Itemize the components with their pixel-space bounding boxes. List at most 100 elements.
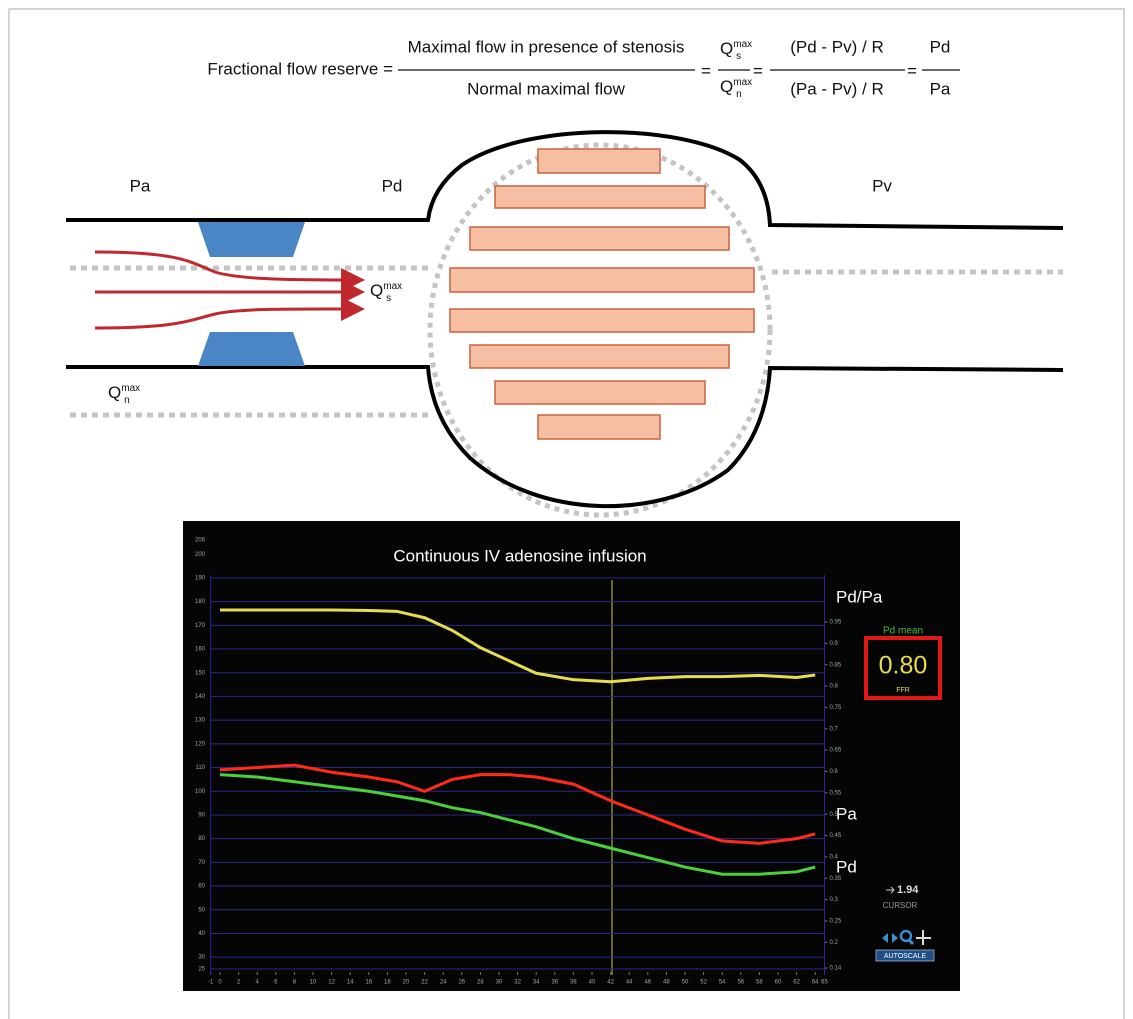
x-tick-label: 6 — [274, 980, 278, 986]
sup: max — [383, 281, 402, 292]
y2-tick-label: 0.4 — [830, 855, 839, 861]
y-tick-label: 70 — [198, 860, 205, 866]
pd-label: Pd — [382, 176, 403, 195]
y2-tick-label: 0.25 — [830, 919, 842, 925]
x-tick-label: 32 — [514, 980, 521, 986]
myocardium-bar — [537, 148, 661, 174]
y-tick-label: 90 — [198, 813, 205, 819]
y2-tick-label: 0.35 — [830, 876, 842, 882]
x-tick-label: -1 — [208, 980, 214, 986]
sub: n — [736, 89, 742, 100]
vessel-wall — [66, 130, 1064, 230]
y2-tick-label: 0.9 — [830, 641, 839, 647]
fraction-denominator: Pa — [930, 79, 951, 98]
y2-tick-label: 0.5 — [830, 812, 839, 818]
fraction-denominator: Normal maximal flow — [467, 79, 625, 98]
y-tick-label: 180 — [195, 599, 206, 605]
x-tick-label: 54 — [719, 980, 726, 986]
x-tick-label: 12 — [328, 980, 335, 986]
x-tick-label: 2 — [237, 980, 241, 986]
x-tick-label: 30 — [496, 980, 503, 986]
equals: = — [701, 61, 711, 80]
monitor-title: Continuous IV adenosine infusion — [393, 546, 646, 565]
autoscale-button[interactable] — [875, 949, 935, 962]
x-tick-label: 28 — [477, 980, 484, 986]
y-tick-label: 206 — [195, 538, 206, 544]
vessel-diagram: Pa Pd Pv Qmax s Qmax n — [66, 130, 1064, 518]
x-tick-label: 26 — [458, 980, 465, 986]
x-tick-label: 62 — [793, 980, 800, 986]
fraction-numerator: Pd — [930, 37, 951, 56]
pan-icon[interactable] — [882, 933, 898, 943]
myocardium-bar — [469, 344, 730, 369]
x-tick-label: 60 — [775, 980, 782, 986]
trace — [219, 763, 816, 845]
formula: Fractional flow reserve = Maximal flow i… — [207, 37, 960, 100]
x-tick-label: 22 — [421, 980, 428, 986]
sub: s — [386, 293, 391, 304]
sup: max — [733, 39, 752, 50]
trace-label: Pa — [836, 804, 857, 823]
q: Q — [720, 77, 733, 96]
y2-tick-label: 0.3 — [830, 897, 839, 903]
y-tick-label: 110 — [195, 765, 205, 771]
qn-max-label: Qmax n — [108, 383, 140, 406]
trace — [219, 773, 816, 876]
x-tick-label: 65 — [821, 980, 828, 986]
trace — [220, 608, 816, 684]
y-tick-label: 200 — [195, 552, 206, 558]
y2-tick-label: 0.45 — [830, 833, 842, 839]
cursor-value: 1.94 — [897, 884, 919, 896]
x-tick-label: 16 — [365, 980, 372, 986]
y2-tick-label: 0.65 — [830, 748, 842, 754]
y-tick-label: 190 — [195, 576, 206, 582]
x-tick-label: 0 — [218, 980, 222, 986]
pd-mean-label: Pd mean — [883, 626, 923, 637]
cursor-label: CURSOR — [883, 901, 918, 910]
myocardium-bar — [449, 308, 755, 333]
ffr-value: 0.80 — [879, 652, 928, 680]
q: Q — [720, 39, 733, 58]
ffr-label: FFR — [896, 687, 910, 694]
y-tick-label: 120 — [195, 741, 206, 747]
fraction-numerator: (Pd - Pv) / R — [790, 37, 884, 56]
flow-arrow — [94, 250, 365, 292]
stenosis — [198, 222, 305, 257]
y-tick-label: 60 — [198, 884, 205, 890]
myocardium-bar — [494, 185, 706, 209]
pv-label: Pv — [872, 176, 892, 195]
crosshair-icon[interactable] — [916, 930, 931, 945]
x-tick-label: 36 — [551, 980, 558, 986]
q-s-max: Qmax s — [720, 39, 752, 62]
x-tick-label: 24 — [440, 980, 447, 986]
x-tick-label: 20 — [403, 980, 410, 986]
sup: max — [733, 77, 752, 88]
equals: = — [753, 61, 763, 80]
zoom-icon-handle — [907, 938, 915, 946]
qs-max-label: Qmax s — [370, 281, 402, 304]
y-tick-label: 30 — [198, 955, 205, 961]
q: Q — [370, 281, 383, 300]
dotted-outline — [427, 142, 773, 518]
x-tick-label: 46 — [644, 980, 651, 986]
y-tick-label: 80 — [198, 836, 205, 842]
x-tick-label: 56 — [737, 980, 744, 986]
y2-tick-label: 0.2 — [830, 940, 839, 946]
x-tick-label: 14 — [347, 980, 354, 986]
sub: s — [736, 51, 741, 62]
y2-tick-label: 0.7 — [830, 726, 839, 732]
flow-arrow — [94, 296, 365, 330]
pa-label: Pa — [130, 176, 151, 195]
sub: n — [124, 395, 130, 406]
x-tick-label: 42 — [607, 980, 614, 986]
x-tick-label: 44 — [626, 980, 633, 986]
x-tick-label: 10 — [310, 980, 317, 986]
y2-tick-label: 0.6 — [830, 769, 839, 775]
zoom-icon[interactable] — [899, 929, 913, 943]
myocardium-bar — [494, 380, 706, 405]
sup: max — [121, 383, 140, 394]
y-tick-label: 140 — [195, 694, 206, 700]
y2-tick-label: 0.85 — [830, 662, 842, 668]
